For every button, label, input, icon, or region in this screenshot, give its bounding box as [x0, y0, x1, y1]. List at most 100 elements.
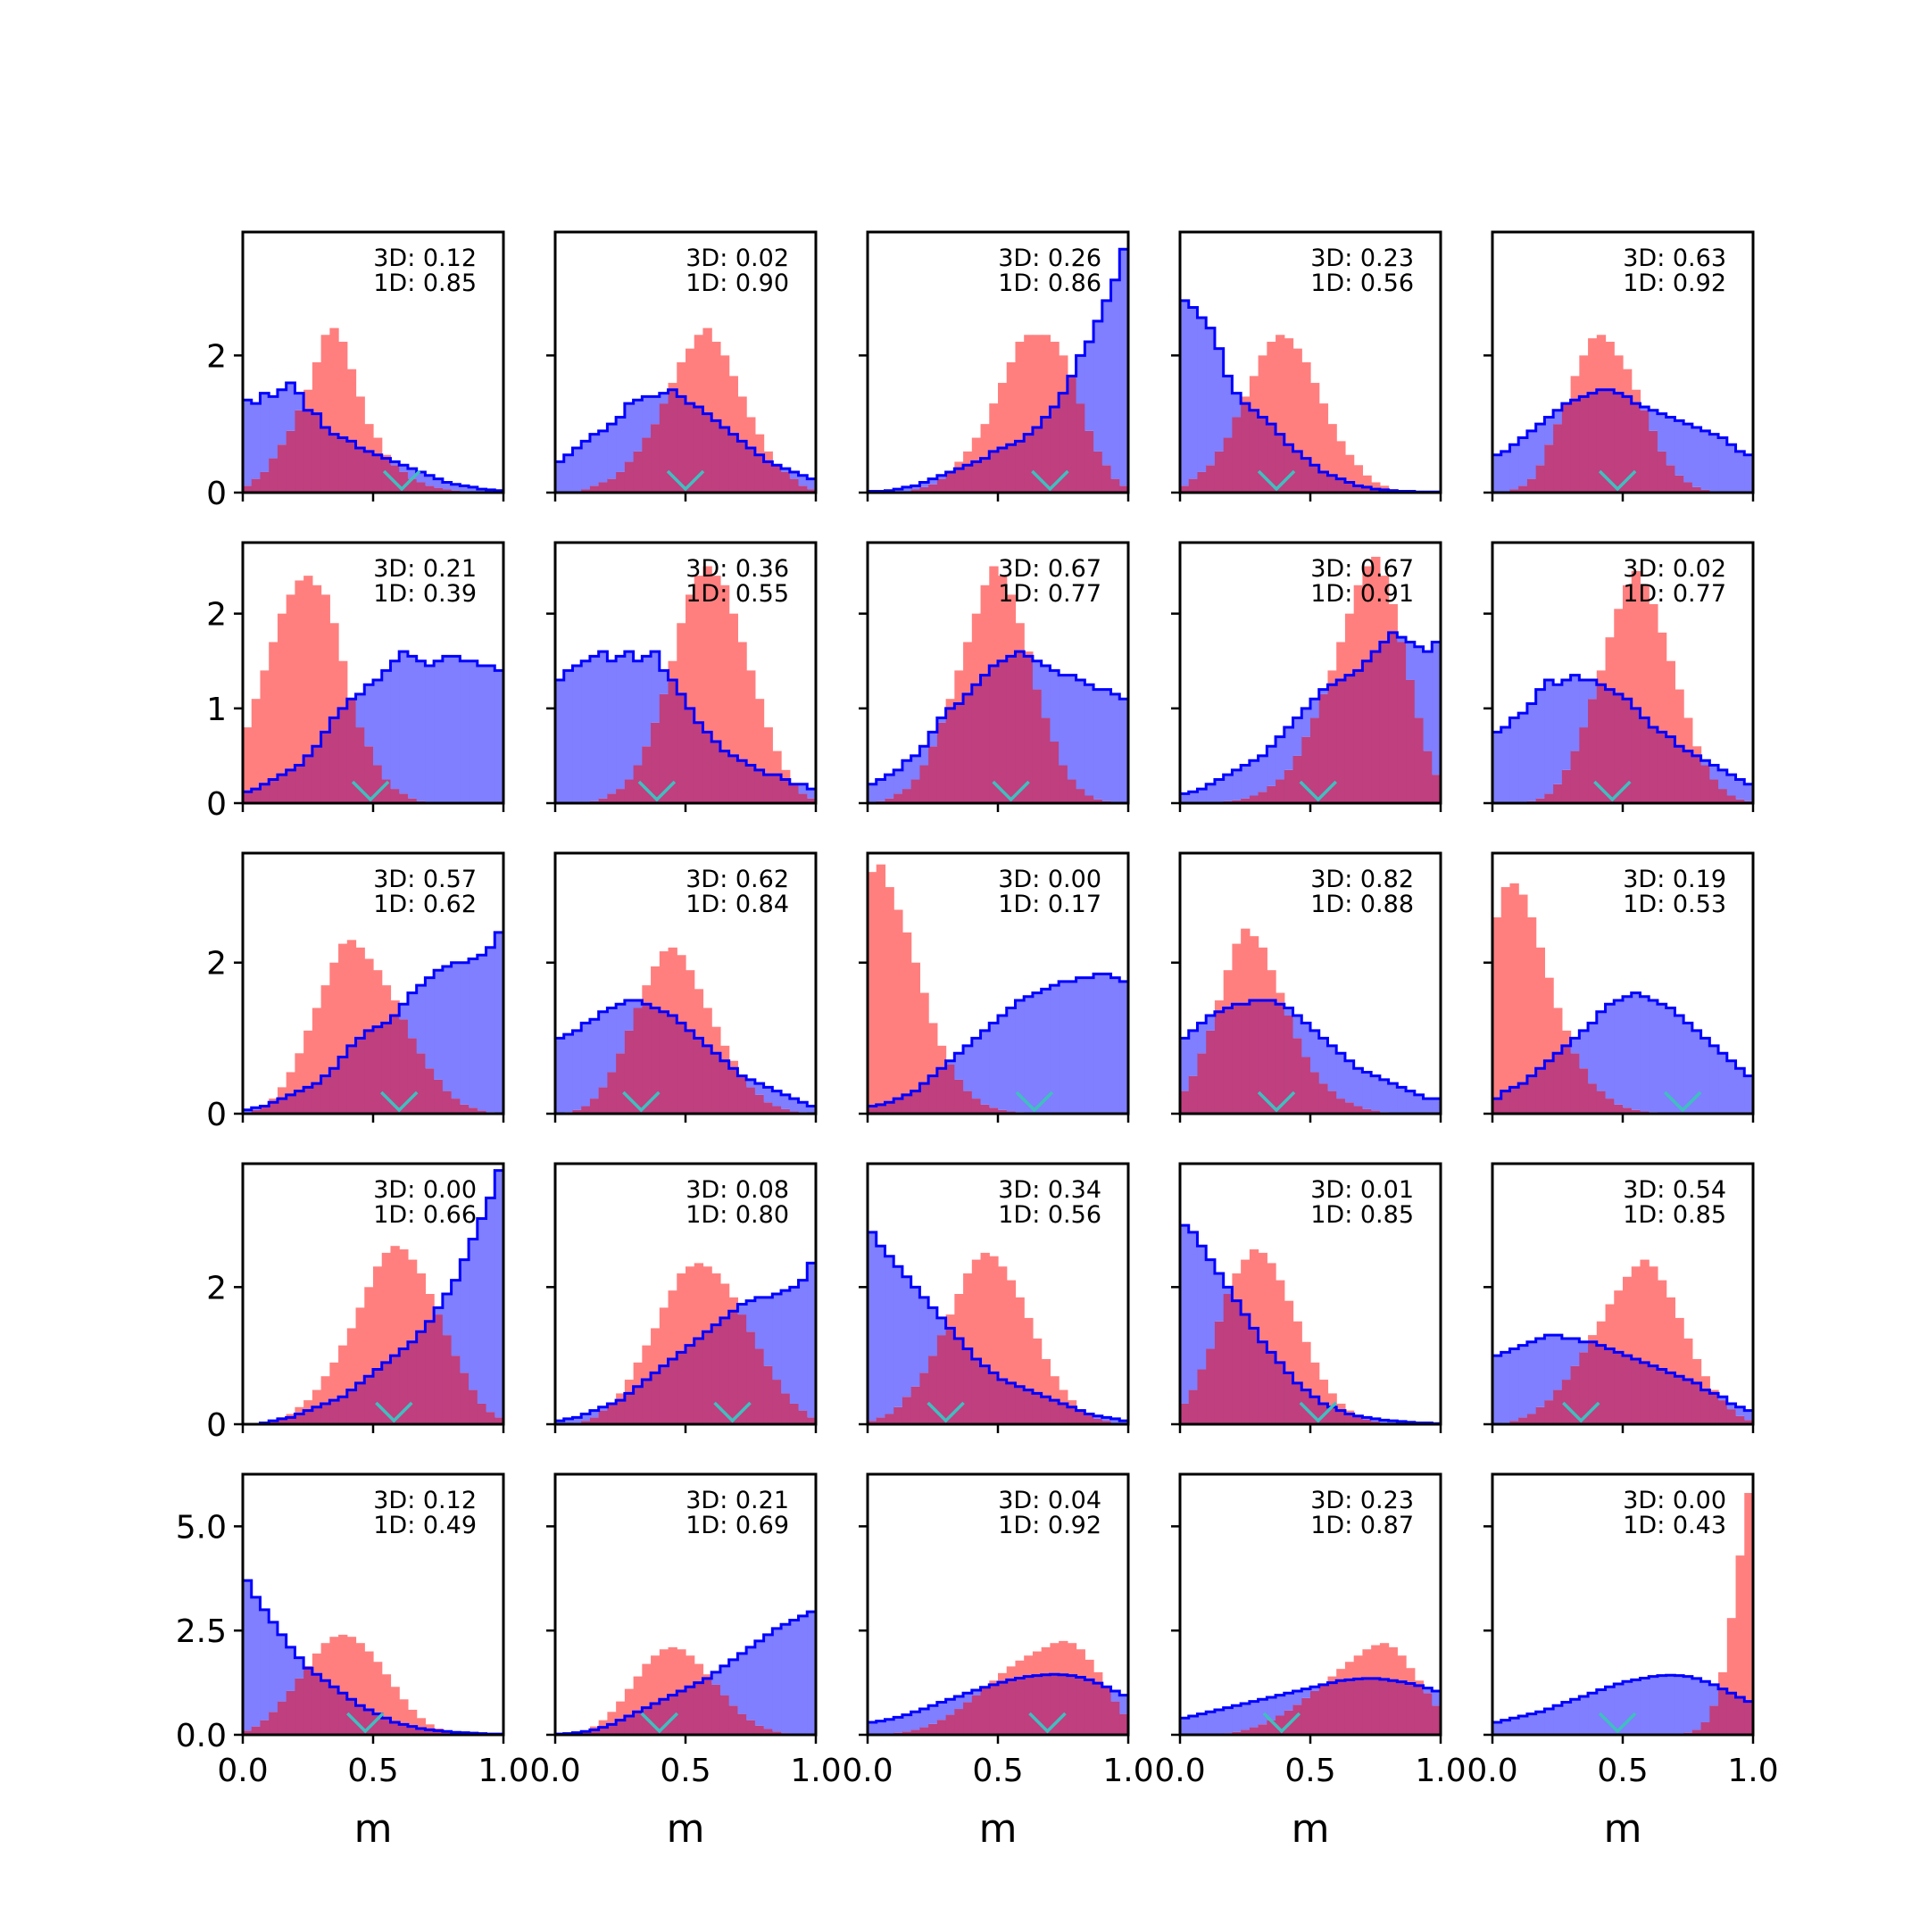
overlap-bar [260, 1721, 269, 1735]
blue-bar [1180, 1038, 1189, 1090]
red-bar [1606, 1305, 1615, 1349]
overlap-bar [954, 468, 963, 493]
blue-bar [1232, 1705, 1241, 1731]
overlap-bar [660, 1012, 669, 1114]
blue-bar [1736, 452, 1745, 493]
red-bar [729, 614, 738, 756]
overlap-bar [1259, 1724, 1267, 1735]
red-bar [720, 1046, 729, 1061]
blue-bar [1241, 1704, 1250, 1729]
blue-bar [599, 651, 608, 799]
overlap-bar [1224, 1008, 1233, 1114]
blue-bar [937, 1703, 946, 1721]
blue-bar [1544, 1335, 1553, 1400]
red-bar [1345, 455, 1354, 483]
blue-bar [1632, 993, 1641, 1110]
annot-1d: 1D: 0.86 [998, 269, 1101, 297]
annot-1d: 1D: 0.69 [686, 1512, 789, 1539]
overlap-bar [1336, 1099, 1345, 1114]
overlap-bar [1727, 1693, 1736, 1735]
blue-bar [868, 1232, 877, 1421]
overlap-bar [1068, 1676, 1076, 1735]
annot-1d: 1D: 0.66 [373, 1201, 477, 1229]
overlap-bar [1015, 651, 1024, 803]
overlap-bar [1293, 756, 1302, 803]
red-bar [1579, 355, 1588, 396]
overlap-bar [1666, 465, 1675, 493]
annot-1d: 1D: 0.85 [1623, 1201, 1726, 1229]
overlap-bar [321, 732, 330, 803]
red-bar [1276, 993, 1284, 1005]
overlap-bar [287, 1691, 295, 1735]
red-bar [1588, 338, 1597, 393]
red-bar [1232, 944, 1241, 1005]
red-bar [1250, 376, 1259, 410]
annot-3d: 3D: 0.01 [1310, 1176, 1414, 1204]
annot-1d: 1D: 0.56 [998, 1201, 1101, 1229]
red-bar [1042, 1359, 1051, 1397]
blue-bar [1553, 1705, 1562, 1735]
blue-bar [1666, 417, 1675, 465]
overlap-bar [452, 1356, 461, 1424]
overlap-bar [1509, 1087, 1518, 1114]
overlap-bar [329, 435, 338, 493]
overlap-bar [729, 435, 738, 493]
red-bar [981, 585, 990, 676]
red-bar [677, 1273, 686, 1352]
overlap-bar [1206, 465, 1215, 493]
y-tick-label: 5.0 [176, 1509, 227, 1546]
blue-bar [1415, 647, 1424, 718]
overlap-bar [1380, 1679, 1389, 1735]
blue-bar [1250, 760, 1259, 795]
overlap-bar [408, 1038, 417, 1114]
overlap-bar [1562, 1380, 1571, 1424]
blue-bar [737, 1305, 746, 1315]
overlap-bar [1007, 1383, 1016, 1424]
blue-bar [720, 1666, 729, 1696]
red-bar [356, 948, 365, 1039]
overlap-bar [711, 1053, 720, 1114]
overlap-bar [669, 1359, 677, 1424]
red-bar [1692, 1359, 1701, 1383]
overlap-bar [1415, 1686, 1424, 1735]
blue-bar [1718, 1053, 1727, 1114]
red-bar [1675, 690, 1683, 747]
overlap-bar [1658, 732, 1666, 803]
annot-3d: 3D: 0.08 [686, 1176, 789, 1204]
blue-bar [1675, 420, 1683, 475]
overlap-bar [963, 465, 972, 493]
overlap-bar [1718, 1689, 1727, 1735]
bars-group [868, 1641, 1129, 1735]
blue-bar [799, 1281, 808, 1411]
overlap-bar [711, 420, 720, 493]
red-bar [1718, 1672, 1727, 1689]
overlap-bar [737, 1076, 746, 1114]
overlap-bar [1527, 1414, 1536, 1424]
red-bar [1259, 1253, 1267, 1342]
overlap-bar [1606, 1099, 1615, 1114]
overlap-bar [373, 455, 382, 493]
blue-bar [1579, 1696, 1588, 1735]
red-bar [312, 1008, 321, 1084]
blue-bar [616, 656, 625, 789]
blue-bar [452, 656, 461, 803]
blue-bar [616, 417, 625, 471]
overlap-bar [677, 694, 686, 803]
overlap-bar [1536, 1068, 1545, 1114]
blue-bar [1597, 1012, 1606, 1091]
blue-bar [799, 1616, 808, 1735]
overlap-bar [1588, 394, 1597, 493]
overlap-bar [1007, 1679, 1016, 1735]
overlap-bar [269, 1712, 278, 1735]
overlap-bar [625, 1716, 634, 1735]
y-tick-label: 0.0 [176, 1718, 227, 1754]
overlap-bar [373, 1027, 382, 1114]
x-axis-label: m [979, 1806, 1018, 1852]
red-bar [1727, 1618, 1736, 1693]
red-bar [1284, 1301, 1293, 1373]
overlap-bar [1336, 1680, 1345, 1735]
blue-bar [1509, 1718, 1518, 1735]
